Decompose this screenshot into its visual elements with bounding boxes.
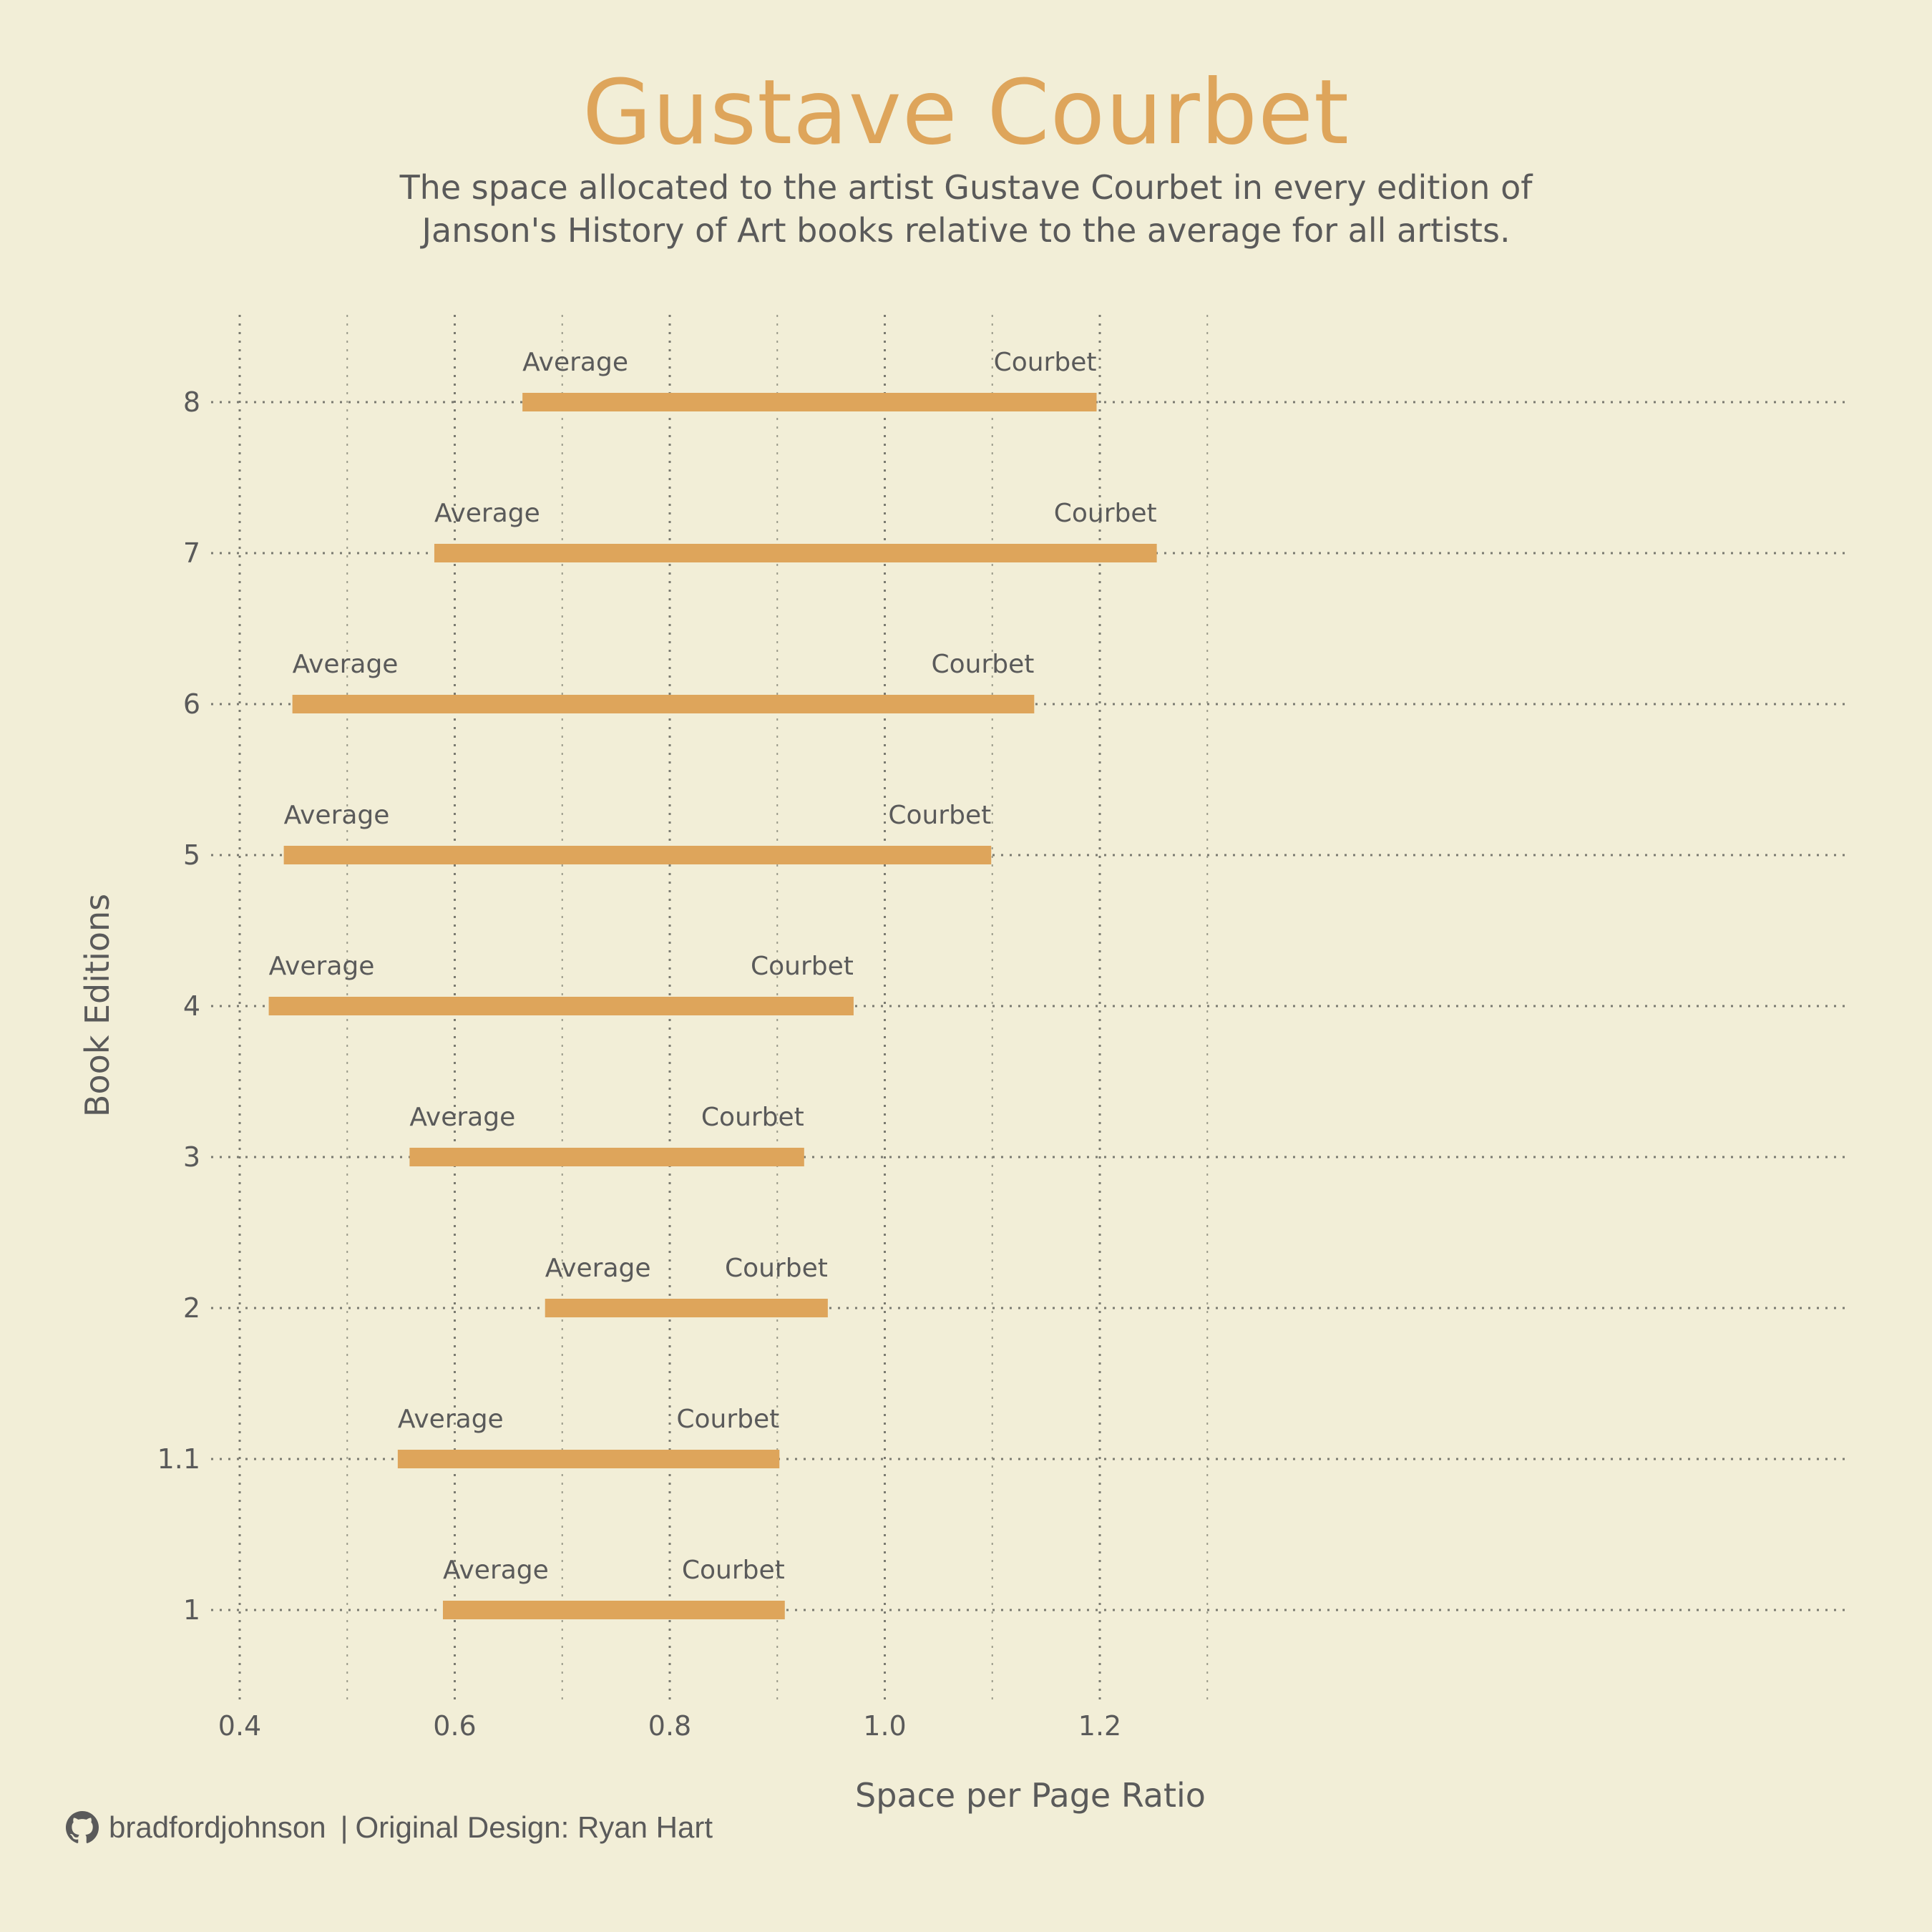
courbet-label: Courbet — [994, 348, 1097, 377]
average-label: Average — [434, 499, 540, 528]
footer-credit: bradfordjohnson | Original Design: Ryan … — [66, 1810, 713, 1845]
y-tick-label: 3 — [183, 1141, 200, 1173]
courbet-label: Courbet — [676, 1405, 779, 1434]
average-label: Average — [409, 1103, 515, 1132]
y-tick-label: 6 — [183, 688, 200, 720]
label-layer: Average Courbet Average Courbet Average Courb… — [269, 348, 1157, 1585]
y-tick-label: 1 — [183, 1594, 200, 1626]
chart-title: Gustave Courbet — [582, 61, 1350, 165]
x-tick-label: 1.2 — [1078, 1710, 1121, 1742]
courbet-label: Courbet — [682, 1556, 785, 1585]
average-label: Average — [545, 1254, 651, 1283]
average-label: Average — [284, 801, 390, 830]
x-tick-label: 0.4 — [218, 1710, 261, 1742]
x-axis-label: Space per Page Ratio — [855, 1776, 1206, 1815]
average-label: Average — [443, 1556, 549, 1585]
axis-layer: 1 1.1 2 3 4 5 6 7 8 0.4 0.6 0.8 1.0 1.2 Space per Page… — [78, 386, 1206, 1815]
y-tick-label: 1.1 — [157, 1443, 200, 1475]
chart-subtitle-line-2: Janson's History of Art books relative t… — [421, 211, 1511, 250]
y-tick-label: 2 — [183, 1292, 200, 1324]
average-label: Average — [293, 650, 399, 679]
x-tick-label: 1.0 — [863, 1710, 906, 1742]
average-label: Average — [398, 1405, 504, 1434]
chart-subtitle-line-1: The space allocated to the artist Gustav… — [399, 168, 1533, 207]
github-icon — [66, 1811, 99, 1843]
courbet-label: Courbet — [1054, 499, 1157, 528]
y-axis-label: Book Editions — [78, 894, 117, 1117]
footer-handle: bradfordjohnson — [109, 1810, 326, 1844]
footer-design-credit: Original Design: Ryan Hart — [355, 1810, 713, 1844]
courbet-label: Courbet — [888, 801, 991, 830]
average-label: Average — [522, 348, 628, 377]
average-label: Average — [269, 952, 375, 981]
courbet-label: Courbet — [701, 1103, 804, 1132]
courbet-label: Courbet — [751, 952, 854, 981]
x-tick-label: 0.6 — [433, 1710, 476, 1742]
y-tick-label: 8 — [183, 386, 200, 418]
y-tick-label: 7 — [183, 537, 200, 569]
bar-layer — [268, 393, 1157, 1619]
x-tick-label: 0.8 — [648, 1710, 691, 1742]
courbet-label: Courbet — [931, 650, 1034, 679]
y-tick-label: 5 — [183, 839, 200, 871]
courbet-label: Courbet — [725, 1254, 828, 1283]
footer-separator: | — [340, 1810, 348, 1844]
y-tick-label: 4 — [183, 990, 200, 1022]
